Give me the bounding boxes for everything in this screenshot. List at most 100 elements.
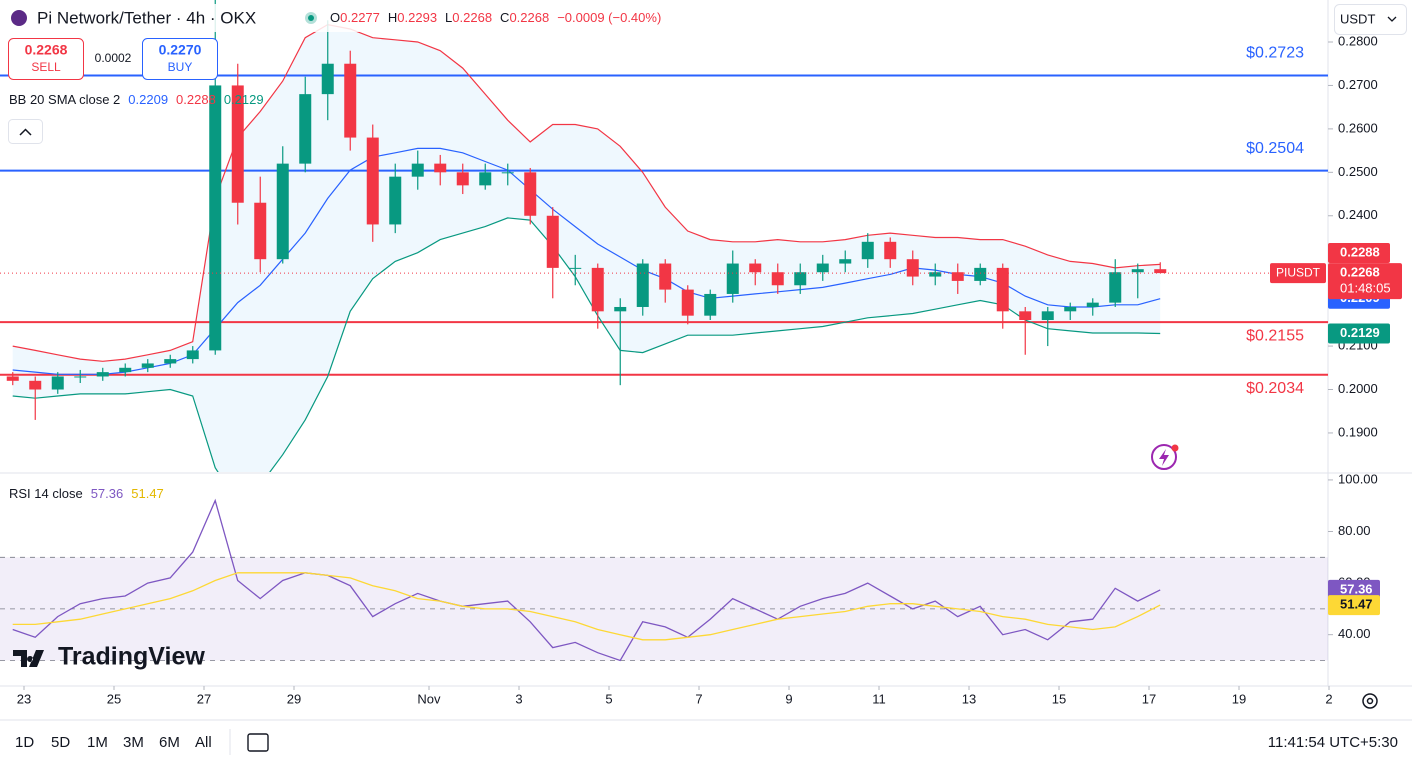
price-pane — [0, 0, 1328, 472]
ohlc-key: H — [388, 10, 397, 25]
ohlc-change: −0.0009 (−0.40%) — [557, 10, 661, 25]
rsi-value: 51.47 — [131, 486, 164, 501]
toolbar: 11:41:54 UTC+5:30 1D 5D 1M 3M 6M All — [15, 729, 1398, 755]
bb-line — [12, 23, 1161, 362]
x-tick-label: 23 — [17, 691, 31, 706]
candle-body — [479, 172, 492, 186]
range-button[interactable]: 5D — [51, 734, 70, 751]
range-button[interactable]: 1D — [15, 734, 34, 751]
alert-ring[interactable] — [1151, 444, 1177, 470]
x-tick-label: 11 — [872, 691, 886, 706]
candle-body — [141, 363, 154, 368]
candle-body — [546, 215, 559, 268]
y-tick-label: 100.00 — [1338, 471, 1378, 486]
candle-body — [389, 176, 402, 225]
currency-select: USDT — [1334, 4, 1407, 35]
axis-badge-label: 57.36 — [1340, 581, 1373, 596]
candle-body — [929, 272, 942, 277]
date-range-icon[interactable] — [247, 733, 269, 752]
candle-body — [501, 172, 514, 174]
axis-badge — [1328, 243, 1390, 263]
candle-body — [456, 172, 469, 186]
ohlc-value: 0.2293 — [397, 10, 437, 25]
range-button[interactable]: 3M — [123, 734, 144, 751]
clock: 11:41:54 UTC+5:30 — [1268, 734, 1398, 751]
symbol-badge-label: PIUSDT — [1276, 265, 1321, 279]
candle-body — [884, 241, 897, 260]
y-tick-label: 0.2400 — [1338, 207, 1378, 222]
gear-hub — [1366, 697, 1374, 705]
candle-body — [614, 306, 627, 312]
candle-body — [726, 263, 739, 294]
range-button[interactable]: 1M — [87, 734, 108, 751]
x-tick-label: 5 — [605, 691, 612, 706]
y-tick-label: 0.2600 — [1338, 120, 1378, 135]
sell-price: 0.2268 — [25, 42, 68, 58]
candle-body — [51, 376, 64, 390]
y-tick-label: 0.2700 — [1338, 77, 1378, 92]
countdown: 01:48:05 — [1340, 281, 1391, 296]
candle-body — [771, 272, 784, 286]
ohlc-value: 0.2268 — [452, 10, 492, 25]
candle-body — [119, 367, 132, 373]
candle-body — [1131, 269, 1144, 273]
currency-button[interactable] — [1334, 4, 1407, 35]
candle-body — [974, 267, 987, 281]
range-button[interactable]: All — [195, 734, 212, 751]
candle-body — [186, 350, 199, 360]
candle-body — [816, 263, 829, 273]
candle-body — [1041, 311, 1054, 321]
symbol-badge — [1270, 263, 1326, 284]
x-tick-label: 25 — [107, 691, 121, 706]
rsi-value: 57.36 — [91, 486, 124, 501]
candle-body — [164, 359, 177, 364]
x-tick-label: 2 — [1325, 691, 1332, 706]
sell-label: SELL — [31, 60, 61, 74]
axis-badge — [1328, 579, 1380, 600]
y-tick-label: 0.2500 — [1338, 164, 1378, 179]
sell-button[interactable] — [8, 38, 84, 80]
buy-label: BUY — [168, 60, 193, 74]
range-button[interactable]: 6M — [159, 734, 180, 751]
rsi-title: RSI 14 close — [9, 486, 83, 501]
candle-body — [659, 263, 672, 290]
x-tick-label: 9 — [785, 691, 792, 706]
candle-body — [1086, 302, 1099, 307]
y-tick-label: 0.1900 — [1338, 424, 1378, 439]
candle-body — [276, 163, 289, 260]
axis-badge — [1328, 595, 1380, 616]
candle-body — [299, 94, 312, 164]
y-tick-label: 40.00 — [1338, 626, 1371, 641]
axis-badge-label: 51.47 — [1340, 597, 1373, 612]
candle-body — [1064, 306, 1077, 312]
collapse-button[interactable] — [8, 119, 43, 144]
candle-body — [1154, 269, 1167, 274]
candle-body — [569, 267, 582, 269]
candle-body — [749, 263, 762, 273]
buy-price: 0.2270 — [159, 42, 202, 58]
buy-button[interactable] — [142, 38, 218, 80]
rsi-line — [12, 498, 1161, 662]
candle-body — [906, 259, 919, 277]
x-tick-label: 15 — [1052, 691, 1066, 706]
ohlc-key: C — [500, 10, 509, 25]
bb-line — [12, 147, 1161, 375]
x-tick-label: 19 — [1232, 691, 1246, 706]
trade-buttons: 0.2268 SELL 0.0002 0.2270 BUY — [8, 38, 218, 80]
alert-icon — [1151, 444, 1179, 470]
ohlc-value: 0.2268 — [509, 10, 549, 25]
alert-badge — [1171, 444, 1179, 452]
candle-body — [74, 376, 87, 378]
gear[interactable] — [1362, 693, 1378, 709]
x-tick-label: 3 — [515, 691, 522, 706]
alert-bolt — [1159, 449, 1169, 466]
ohlc: O0.2277 H0.2293 L0.2268 C0.2268 −0.0009 (−0.… — [330, 10, 661, 25]
x-tick-label: 27 — [197, 691, 211, 706]
candle-body — [321, 63, 334, 95]
settings-icon — [1362, 693, 1378, 709]
candle-body — [96, 372, 109, 377]
candle-body — [1019, 311, 1032, 321]
level-label: $0.2723 — [1246, 45, 1304, 62]
header: Pi Network/Tether · 4h · OKX O0.2277 H0.2… — [0, 4, 750, 32]
